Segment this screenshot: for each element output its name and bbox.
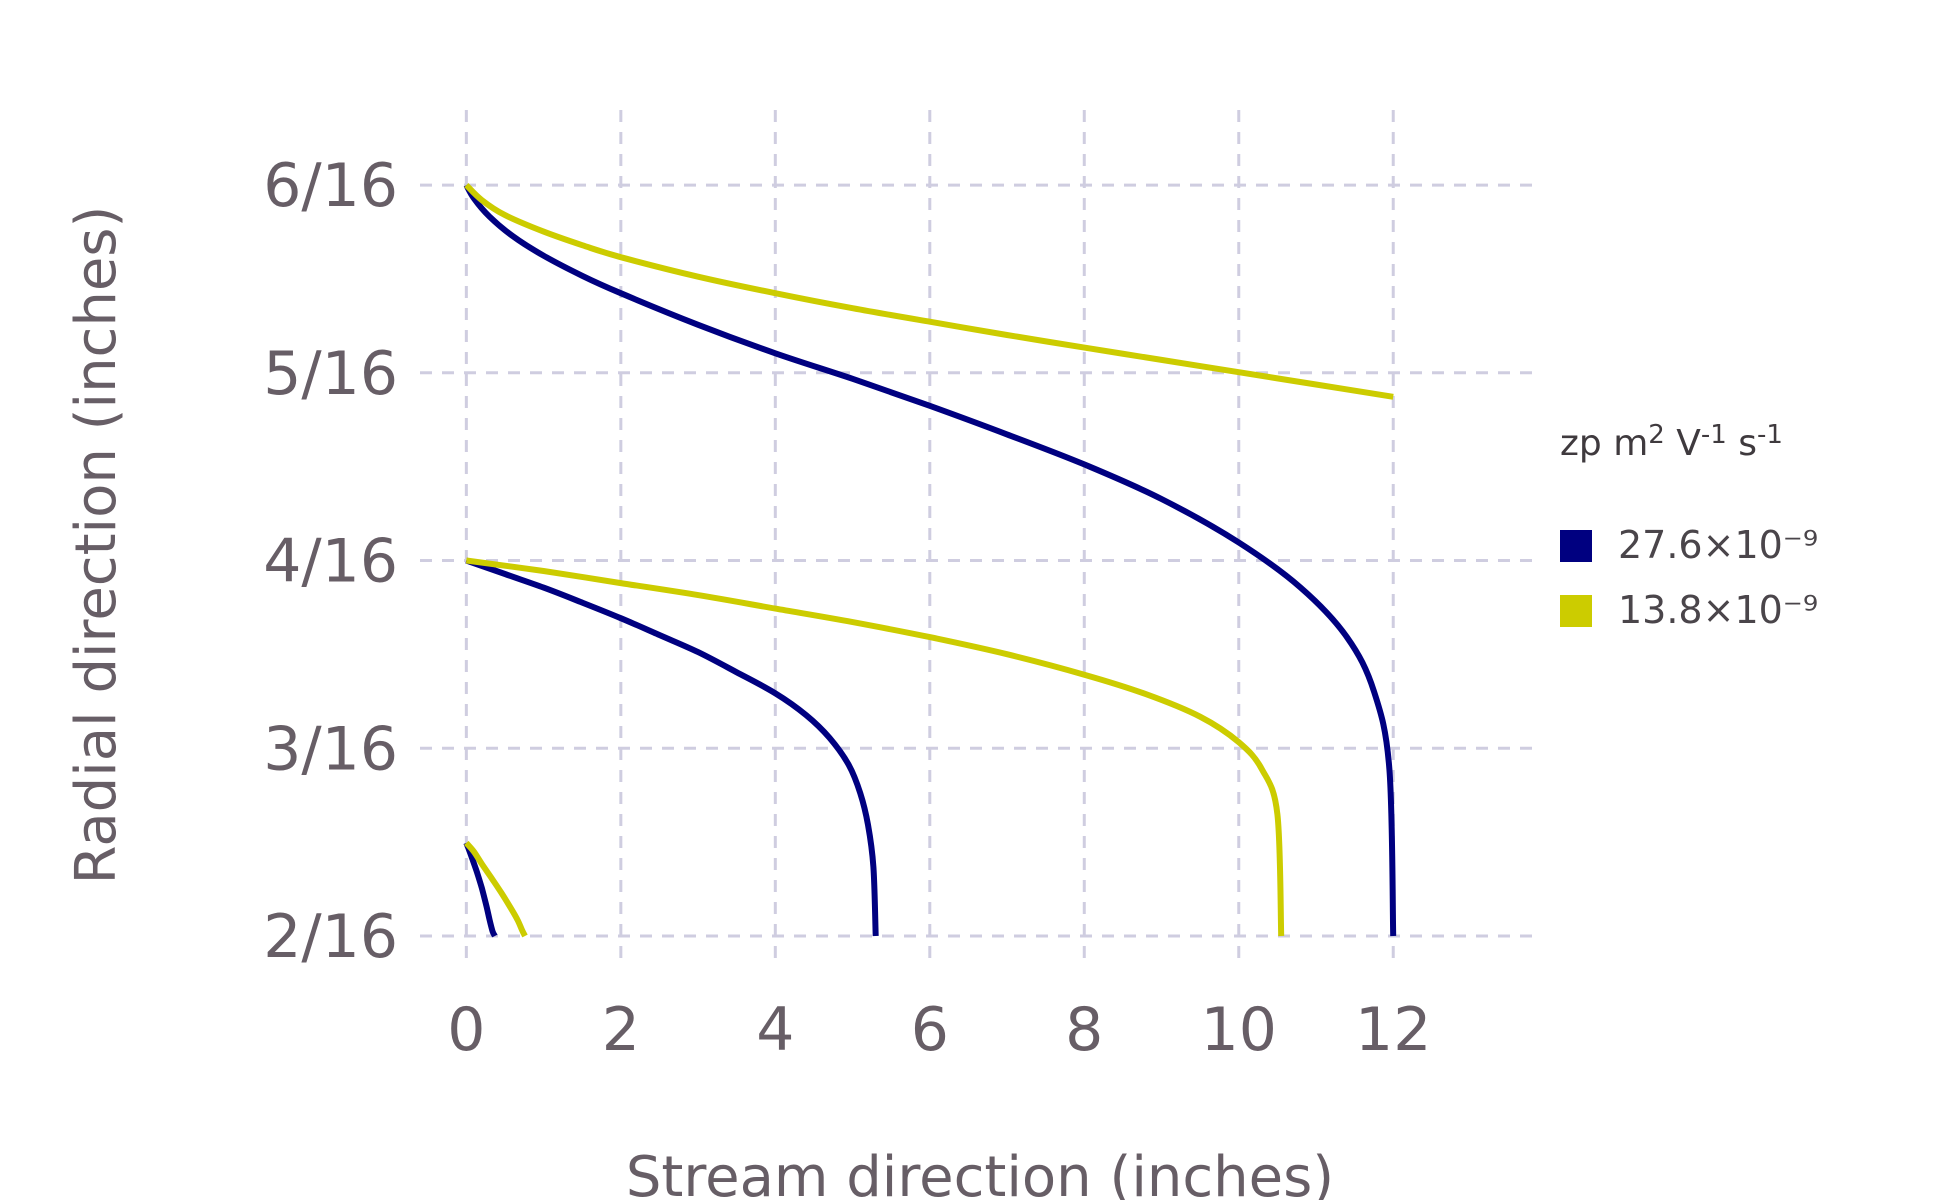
y-tick-label: 3/16 [263, 714, 398, 784]
x-tick-label: 12 [1355, 995, 1431, 1065]
y-tick-label: 2/16 [263, 902, 398, 972]
legend-label-27-6: 27.6×10⁻⁹ [1618, 523, 1818, 567]
legend-title-part: zp m [1560, 423, 1648, 464]
x-tick-label: 2 [602, 995, 640, 1065]
x-tick-label: 8 [1065, 995, 1103, 1065]
series-line-5 [464, 182, 1394, 400]
y-tick-label: 4/16 [263, 527, 398, 597]
x-tick-label: 6 [911, 995, 949, 1065]
series-line-1 [464, 840, 528, 938]
series-line-0 [463, 841, 498, 938]
legend-title-sup: -1 [1701, 420, 1727, 450]
legend-swatch-27-6 [1560, 530, 1592, 562]
x-tick-label: 0 [447, 995, 485, 1065]
legend-title-part: V [1665, 423, 1701, 464]
y-tick-label: 5/16 [263, 339, 398, 409]
legend-label-13-8: 13.8×10⁻⁹ [1618, 588, 1818, 632]
grid [420, 110, 1540, 960]
x-axis-title: Stream direction (inches) [626, 1145, 1334, 1200]
x-tick-label: 4 [756, 995, 794, 1065]
series-line-3 [465, 557, 1285, 937]
x-tick-labels: 0 2 4 6 8 10 12 [447, 995, 1431, 1065]
y-axis-title: Radial direction (inches) [64, 206, 129, 885]
series-line-2 [465, 557, 879, 937]
legend-title-part: s [1727, 423, 1757, 464]
legend: zp m2 V-1 s-1 27.6×10⁻⁹ 13.8×10⁻⁹ [1560, 420, 1818, 632]
legend-title-sup: -1 [1757, 420, 1783, 450]
series-line-4 [463, 183, 1397, 937]
legend-swatch-13-8 [1560, 595, 1592, 627]
legend-title: zp m2 V-1 s-1 [1560, 420, 1783, 464]
legend-title-sup: 2 [1648, 420, 1665, 450]
y-tick-labels: 2/16 3/16 4/16 5/16 6/16 [263, 151, 398, 972]
series-lines [463, 182, 1397, 938]
x-tick-label: 10 [1201, 995, 1277, 1065]
y-tick-label: 6/16 [263, 151, 398, 221]
